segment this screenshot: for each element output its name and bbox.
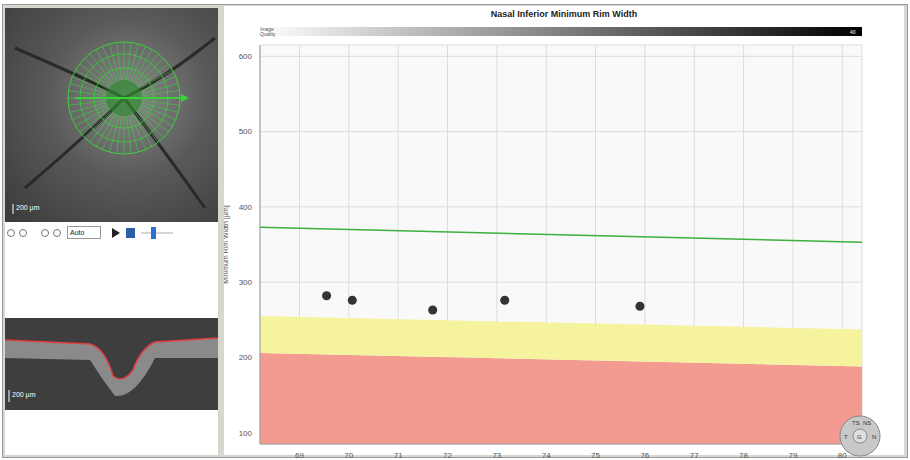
svg-text:80: 80 <box>838 451 847 460</box>
svg-text:600: 600 <box>239 52 253 61</box>
html-text:40: 40 <box>850 29 856 35</box>
svg-text:G: G <box>857 434 862 440</box>
html-text:Image Quality: Image Quality <box>260 26 276 37</box>
svg-text:TS: TS <box>852 420 860 426</box>
svg-text:76: 76 <box>640 451 649 460</box>
svg-text:74: 74 <box>542 451 551 460</box>
svg-text:Minimum Rim Width [µm]: Minimum Rim Width [µm] <box>224 205 230 283</box>
html-text:Nasal Inferior Minimum Rim Wid: Nasal Inferior Minimum Rim Width <box>490 9 638 19</box>
svg-text:70: 70 <box>344 451 353 460</box>
html-text:200 µm: 200 µm <box>16 204 40 211</box>
html-text:Auto: Auto <box>70 229 85 236</box>
svg-text:78: 78 <box>739 451 748 460</box>
svg-text:69: 69 <box>295 451 304 460</box>
svg-text:77: 77 <box>690 451 699 460</box>
svg-text:73: 73 <box>492 451 501 460</box>
svg-text:72: 72 <box>443 451 452 460</box>
svg-text:NS: NS <box>863 420 871 426</box>
svg-text:100: 100 <box>239 429 253 438</box>
svg-text:500: 500 <box>239 127 253 136</box>
svg-text:71: 71 <box>394 451 403 460</box>
svg-text:200: 200 <box>239 353 253 362</box>
svg-text:T: T <box>844 434 848 440</box>
svg-text:79: 79 <box>788 451 797 460</box>
html-text:200 µm: 200 µm <box>12 391 36 398</box>
svg-text:300: 300 <box>239 278 253 287</box>
svg-text:N: N <box>872 434 876 440</box>
svg-text:400: 400 <box>239 203 253 212</box>
svg-text:75: 75 <box>591 451 600 460</box>
